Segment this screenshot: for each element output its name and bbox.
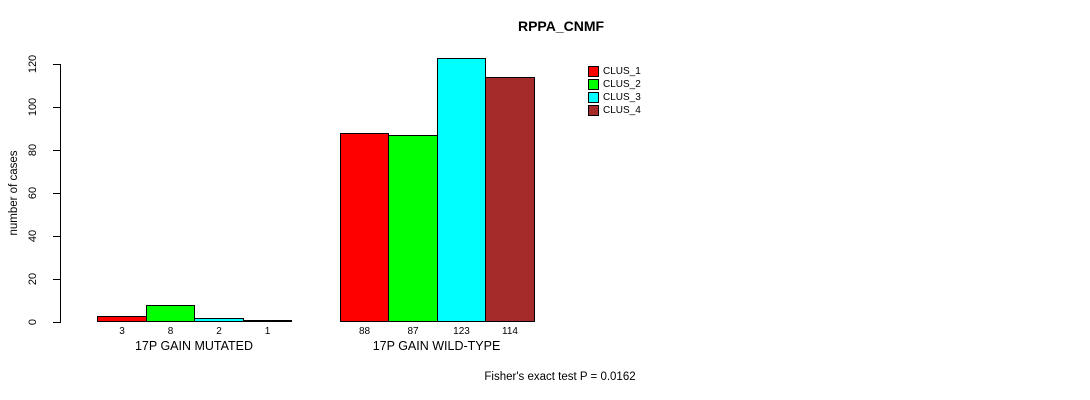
bar-value-label: 87 (407, 326, 419, 337)
y-tick-label: 0 (27, 318, 39, 326)
y-tick (53, 322, 60, 323)
bar-clus_4-1 (243, 320, 292, 322)
y-axis-line (60, 64, 61, 323)
y-tick-label: 60 (27, 186, 39, 200)
legend-label-clus_4: CLUS_4 (603, 105, 641, 116)
y-tick (53, 193, 60, 194)
legend-swatch-clus_1 (588, 66, 599, 77)
bar-value-label: 123 (453, 326, 470, 337)
y-tick-label: 40 (27, 229, 39, 243)
legend-label-clus_2: CLUS_2 (603, 79, 641, 90)
legend-swatch-clus_4 (588, 105, 599, 116)
y-tick (53, 107, 60, 108)
bar-clus_1-2 (340, 133, 389, 322)
bar-clus_3-1 (194, 318, 244, 322)
y-tick-label: 80 (27, 143, 39, 157)
legend-swatch-clus_2 (588, 79, 599, 90)
y-tick-label: 20 (27, 272, 39, 286)
bar-value-label: 1 (264, 326, 271, 337)
x-category-label: 17P GAIN WILD-TYPE (372, 339, 501, 353)
legend-label-clus_1: CLUS_1 (603, 66, 641, 77)
legend-label-clus_3: CLUS_3 (603, 92, 641, 103)
annotation-text: Fisher's exact test P = 0.0162 (484, 371, 636, 383)
bar-clus_4-2 (485, 77, 535, 322)
y-tick (53, 150, 60, 151)
x-category-label: 17P GAIN MUTATED (134, 339, 254, 353)
bar-value-label: 8 (167, 326, 174, 337)
chart-title: RPPA_CNMF (517, 18, 605, 34)
bar-value-label: 2 (216, 326, 222, 337)
bar-value-label: 3 (119, 326, 125, 337)
bar-clus_2-2 (388, 135, 438, 322)
bar-clus_1-1 (97, 316, 147, 322)
bar-clus_3-2 (437, 58, 486, 322)
y-tick-label: 100 (27, 97, 39, 117)
y-tick (53, 236, 60, 237)
bar-clus_2-1 (146, 305, 195, 322)
bar-value-label: 88 (358, 326, 371, 337)
y-tick-label: 120 (27, 54, 39, 74)
y-tick (53, 279, 60, 280)
y-axis-label: number of cases (8, 150, 20, 236)
legend-swatch-clus_3 (588, 92, 599, 103)
y-tick (53, 64, 60, 65)
bar-value-label: 114 (502, 326, 518, 337)
